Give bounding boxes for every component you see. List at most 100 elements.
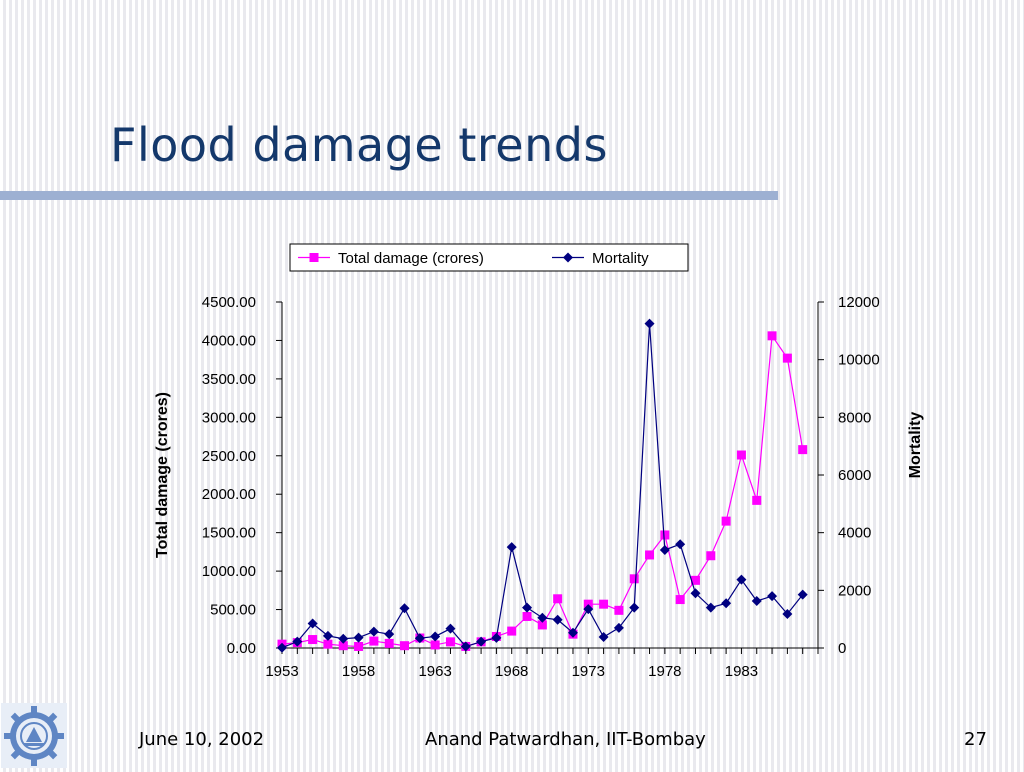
- page-number: 27: [964, 729, 987, 750]
- y-left-tick-label: 4000.00: [202, 332, 256, 349]
- y-right-tick-label: 8000: [838, 409, 871, 426]
- damage-point: [445, 637, 455, 647]
- damage-point: [400, 641, 410, 651]
- damage-point: [721, 516, 731, 526]
- mortality-point: [491, 632, 502, 643]
- y-left-tick-label: 2000.00: [202, 486, 256, 503]
- mortality-point: [277, 642, 287, 653]
- series-line-mortality: [281, 323, 804, 649]
- footer-date: June 10, 2002: [139, 729, 265, 750]
- y-right-tick-label: 10000: [838, 352, 880, 369]
- damage-point: [323, 639, 333, 649]
- damage-point: [614, 605, 624, 615]
- mortality-point: [675, 539, 686, 550]
- mortality-point: [583, 604, 594, 615]
- legend-mortality-marker: [563, 252, 573, 263]
- y-right-tick-label: 12000: [838, 294, 880, 311]
- mortality-point: [522, 602, 533, 613]
- mortality-point: [705, 602, 716, 613]
- mortality-point: [399, 603, 410, 614]
- mortality-point: [598, 632, 609, 643]
- mortality-point: [629, 602, 640, 613]
- mortality-point: [537, 612, 548, 623]
- y-right-tick-label: 0: [838, 640, 846, 657]
- damage-point: [706, 551, 716, 561]
- mortality-point: [338, 633, 349, 644]
- y-left-tick-label: 1000.00: [202, 563, 256, 580]
- mortality-point: [445, 623, 456, 634]
- damage-point: [599, 599, 609, 609]
- institute-logo-icon: [1, 703, 67, 768]
- x-tick-label: 1963: [418, 663, 451, 680]
- mortality-point: [782, 608, 793, 619]
- y-left-tick-label: 500.00: [210, 602, 256, 619]
- x-tick-label: 1978: [648, 663, 681, 680]
- y-left-tick-label: 1500.00: [202, 525, 256, 542]
- mortality-point: [307, 618, 318, 629]
- damage-point: [629, 574, 639, 584]
- damage-point: [537, 620, 547, 630]
- y-left-tick-label: 3000.00: [202, 409, 256, 426]
- damage-point: [798, 445, 808, 455]
- title-underline: [0, 191, 778, 200]
- y-axis-left-label: Total damage (crores): [154, 392, 171, 558]
- damage-point: [522, 611, 532, 621]
- x-tick-label: 1953: [265, 663, 298, 680]
- mortality-point: [384, 629, 395, 640]
- y-left-tick-label: 0.00: [227, 640, 256, 657]
- damage-point: [645, 550, 655, 560]
- legend-damage-label: Total damage (crores): [338, 250, 484, 267]
- legend-box: [289, 243, 689, 272]
- damage-point: [553, 594, 563, 604]
- mortality-point: [476, 636, 487, 647]
- y-right-tick-label: 6000: [838, 467, 871, 484]
- damage-point: [736, 450, 746, 460]
- mortality-point: [567, 627, 578, 638]
- damage-point: [752, 495, 762, 505]
- mortality-point: [721, 598, 732, 609]
- mortality-point: [430, 631, 441, 642]
- mortality-point: [613, 622, 624, 633]
- mortality-point: [414, 633, 425, 644]
- y-axis-right-label: Mortality: [907, 412, 924, 479]
- mortality-point: [506, 542, 517, 553]
- y-left-tick-label: 4500.00: [202, 294, 256, 311]
- mortality-point: [797, 589, 808, 600]
- damage-point: [767, 331, 777, 341]
- damage-point: [354, 641, 364, 651]
- mortality-point: [552, 614, 563, 625]
- damage-point: [782, 353, 792, 363]
- damage-point: [308, 635, 318, 645]
- x-tick-label: 1983: [725, 663, 758, 680]
- mortality-point: [767, 591, 778, 602]
- x-tick-label: 1973: [572, 663, 605, 680]
- footer-author: Anand Patwardhan, IIT-Bombay: [425, 729, 706, 750]
- damage-point: [690, 575, 700, 585]
- mortality-point: [460, 641, 471, 652]
- damage-point: [430, 640, 440, 650]
- damage-point: [675, 595, 685, 605]
- mortality-point: [292, 636, 303, 647]
- mortality-point: [751, 596, 762, 607]
- mortality-point: [659, 544, 670, 555]
- x-tick-label: 1958: [342, 663, 375, 680]
- y-right-tick-label: 4000: [838, 525, 871, 542]
- damage-point: [507, 626, 517, 636]
- y-left-tick-label: 3500.00: [202, 371, 256, 388]
- mortality-point: [644, 318, 655, 329]
- legend-damage-marker: [309, 253, 319, 262]
- y-left-tick-label: 2500.00: [202, 448, 256, 465]
- y-right-tick-label: 2000: [838, 582, 871, 599]
- damage-point: [338, 641, 348, 651]
- chart-svg: 0.00 500.00 1000.00 1500.00 2000.00 2500.00 30…: [154, 243, 924, 680]
- mortality-point: [736, 574, 747, 585]
- mortality-point: [690, 588, 701, 599]
- mortality-point: [368, 626, 379, 637]
- damage-point: [384, 638, 394, 648]
- flood-damage-chart: 0.00 500.00 1000.00 1500.00 2000.00 2500.00 30…: [140, 232, 940, 702]
- mortality-point: [353, 632, 364, 643]
- x-tick-label: 1968: [495, 663, 528, 680]
- damage-point: [369, 636, 379, 646]
- legend-mortality-label: Mortality: [592, 250, 649, 267]
- mortality-point: [322, 630, 333, 641]
